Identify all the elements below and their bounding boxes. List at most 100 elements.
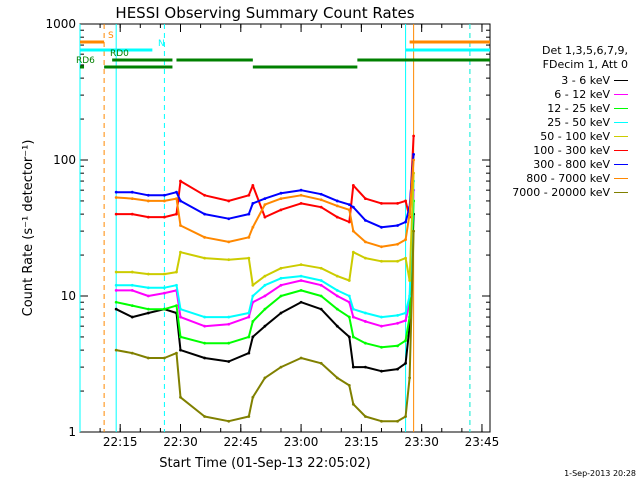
data-point xyxy=(319,361,323,365)
data-point xyxy=(380,259,383,263)
x-axis-label: Start Time (01-Sep-13 22:05:02) xyxy=(159,456,370,471)
legend-label: 6 - 12 keV xyxy=(554,88,610,101)
legend-swatch xyxy=(614,94,628,95)
data-point xyxy=(347,294,351,298)
data-point xyxy=(335,274,339,278)
data-point xyxy=(163,286,166,290)
data-point xyxy=(404,361,407,365)
data-point xyxy=(227,315,231,319)
flag-label-n: N xyxy=(158,39,165,49)
y-axis-label: Count Rate (s⁻¹ detector⁻¹) xyxy=(21,140,36,317)
data-point xyxy=(130,315,134,319)
data-point xyxy=(319,266,323,270)
data-point xyxy=(396,419,399,423)
data-point xyxy=(130,212,134,216)
legend-item: 300 - 800 keV xyxy=(533,158,628,171)
data-point xyxy=(279,191,283,195)
chart-title: HESSI Observing Summary Count Rates xyxy=(115,4,414,22)
data-point xyxy=(279,283,283,287)
data-point xyxy=(251,395,255,399)
data-point xyxy=(404,199,407,203)
data-point xyxy=(351,315,355,319)
data-point xyxy=(319,279,323,282)
data-point xyxy=(227,240,231,244)
y-tick-label: 10 xyxy=(61,289,76,303)
series-line-1 xyxy=(115,214,415,373)
data-point xyxy=(347,220,351,224)
data-point xyxy=(179,224,182,227)
data-point xyxy=(146,286,150,290)
legend-swatch xyxy=(614,122,628,123)
data-point xyxy=(203,356,207,360)
legend-header-1: Det 1,3,5,6,7,9, xyxy=(541,44,628,57)
data-point xyxy=(335,199,339,203)
data-point xyxy=(351,335,355,339)
data-point xyxy=(263,215,267,219)
data-point xyxy=(363,218,367,222)
legend-label: 800 - 7000 keV xyxy=(526,172,610,185)
data-point xyxy=(263,203,267,206)
data-point xyxy=(175,197,178,201)
legend-label: 3 - 6 keV xyxy=(561,74,610,87)
series-line-6 xyxy=(116,136,415,223)
data-point xyxy=(363,320,367,323)
data-point xyxy=(175,304,178,307)
data-point xyxy=(179,395,182,399)
data-point xyxy=(251,184,255,187)
data-point xyxy=(114,212,118,216)
data-point xyxy=(404,220,407,224)
legend-swatch xyxy=(614,178,628,179)
data-point xyxy=(263,274,267,278)
data-point xyxy=(351,250,355,254)
data-point xyxy=(227,217,231,221)
data-point xyxy=(380,345,383,349)
plot-area: 1 10 100 1000 22:15 22:30 22:45 23:00 23:15 23:30… xyxy=(45,17,499,449)
data-point xyxy=(299,201,303,205)
y-tick-label: 1000 xyxy=(45,17,76,31)
data-point xyxy=(335,324,339,328)
data-point xyxy=(335,288,339,292)
data-point xyxy=(380,315,383,319)
data-point xyxy=(263,324,267,328)
data-point xyxy=(396,314,399,317)
data-point xyxy=(412,152,416,156)
legend-swatch xyxy=(614,136,628,137)
data-point xyxy=(114,283,118,287)
legend-label: 25 - 50 keV xyxy=(547,116,610,129)
data-point xyxy=(404,256,407,260)
data-point xyxy=(114,300,118,304)
y-tick-label: 100 xyxy=(53,153,76,167)
data-point xyxy=(179,315,182,319)
data-point xyxy=(299,279,303,282)
data-point xyxy=(396,321,399,325)
data-point xyxy=(396,242,399,246)
data-point xyxy=(299,356,303,360)
data-point xyxy=(396,344,399,348)
flag-label-s: S xyxy=(108,31,114,41)
data-point xyxy=(175,351,178,355)
data-point xyxy=(203,341,207,345)
data-point xyxy=(203,324,207,328)
legend-item: 50 - 100 keV xyxy=(540,130,628,143)
data-point xyxy=(319,192,323,196)
x-tick-label: 23:30 xyxy=(404,435,439,449)
data-point xyxy=(114,288,118,292)
data-point xyxy=(146,307,150,311)
data-point xyxy=(146,272,150,276)
data-point xyxy=(319,198,323,202)
data-point xyxy=(247,212,251,216)
x-tick-label: 23:45 xyxy=(465,435,500,449)
legend-label: 100 - 300 keV xyxy=(533,144,610,157)
data-point xyxy=(408,294,412,298)
data-point xyxy=(227,258,231,262)
data-point xyxy=(247,351,251,355)
data-point xyxy=(247,311,251,315)
data-point xyxy=(227,199,231,203)
data-point xyxy=(347,315,351,319)
legend-item: 12 - 25 keV xyxy=(547,102,628,115)
data-point xyxy=(179,335,182,339)
data-point xyxy=(279,266,283,270)
data-point xyxy=(163,199,166,203)
data-point xyxy=(114,348,118,352)
